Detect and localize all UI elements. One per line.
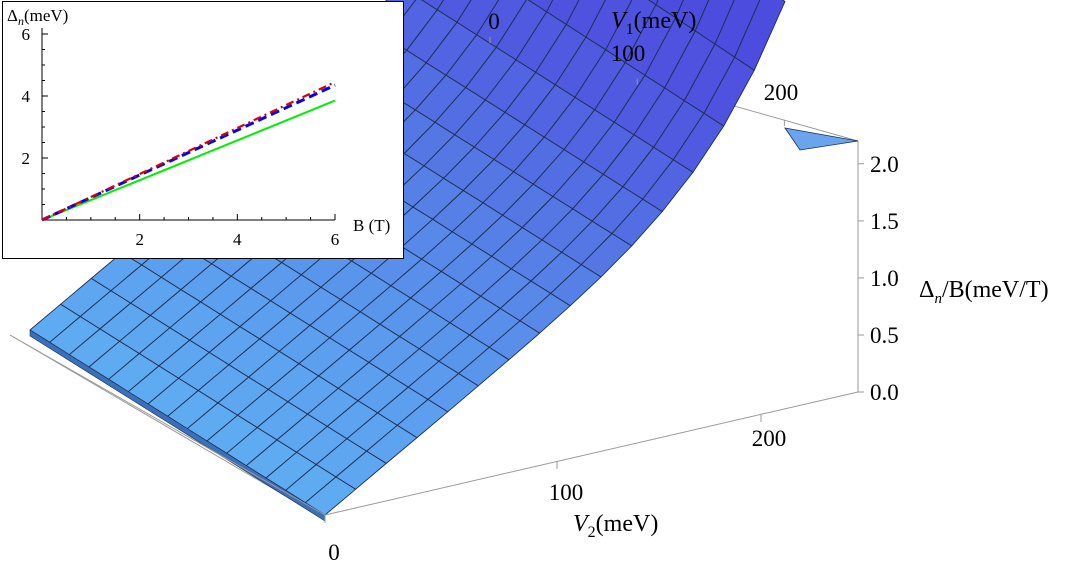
v2-tick-label: 100 bbox=[549, 480, 584, 505]
inset-y-tick-label: 2 bbox=[22, 149, 31, 168]
inset-axes: 2 4 6 2 4 6 bbox=[22, 25, 340, 249]
inset-x-tick-label: 4 bbox=[233, 230, 242, 249]
surface-corner bbox=[784, 127, 859, 151]
surface-patch bbox=[675, 0, 710, 32]
v1-axis-label: V1(meV) bbox=[611, 8, 696, 38]
box-edge-bottom-front-left bbox=[9, 334, 326, 516]
z-axis-label: Δn/B(meV/T) bbox=[919, 277, 1049, 307]
v2-axis-label: V2(meV) bbox=[573, 511, 658, 541]
box-edge-bottom-front bbox=[324, 391, 859, 516]
surface-patch bbox=[436, 0, 472, 23]
inset-y-tick-label: 6 bbox=[22, 25, 31, 44]
inset-x-label: B (T) bbox=[353, 216, 390, 235]
inset-y-tick-label: 4 bbox=[22, 87, 31, 106]
inset-x-tick-label: 6 bbox=[331, 230, 340, 249]
surface-patch bbox=[565, 0, 606, 38]
inset-series-dashed bbox=[41, 83, 336, 222]
box-edge-bottom-left bbox=[9, 334, 319, 516]
surface-patch bbox=[655, 0, 684, 19]
z-tick-label: 1.5 bbox=[870, 209, 899, 234]
z-tick-label: 1.0 bbox=[870, 266, 899, 291]
v1-tick-label: 100 bbox=[611, 41, 646, 66]
z-tick-label: 0.0 bbox=[870, 380, 899, 405]
surface-patch bbox=[648, 0, 659, 6]
v1-tick-label: 0 bbox=[488, 9, 500, 34]
z-tick-label: 0.5 bbox=[870, 323, 899, 348]
surface-patch bbox=[421, 0, 444, 11]
inset-plot: 2 4 6 2 4 6 Δn(meV) B (T) bbox=[2, 1, 404, 259]
surface-patch bbox=[527, 0, 554, 13]
inset-x-tick-label: 2 bbox=[135, 230, 144, 249]
v2-tick-label: 200 bbox=[752, 426, 787, 451]
surface-patch bbox=[694, 0, 735, 45]
surface-patch bbox=[734, 0, 786, 71]
z-tick-label: 2.0 bbox=[870, 152, 899, 177]
v2-tick-label: 0 bbox=[328, 540, 340, 565]
surface-patch bbox=[546, 0, 580, 25]
inset-series-solid bbox=[41, 99, 336, 221]
inset-frame bbox=[2, 1, 404, 259]
inset-y-label: Δn(meV) bbox=[7, 6, 68, 28]
v1-tick-label: 200 bbox=[764, 80, 799, 105]
axis-ticks: 0 100 200 0 100 200 0.0 0.5 1.0 1.5 2.0 bbox=[324, 9, 899, 565]
inset-series bbox=[41, 81, 336, 222]
